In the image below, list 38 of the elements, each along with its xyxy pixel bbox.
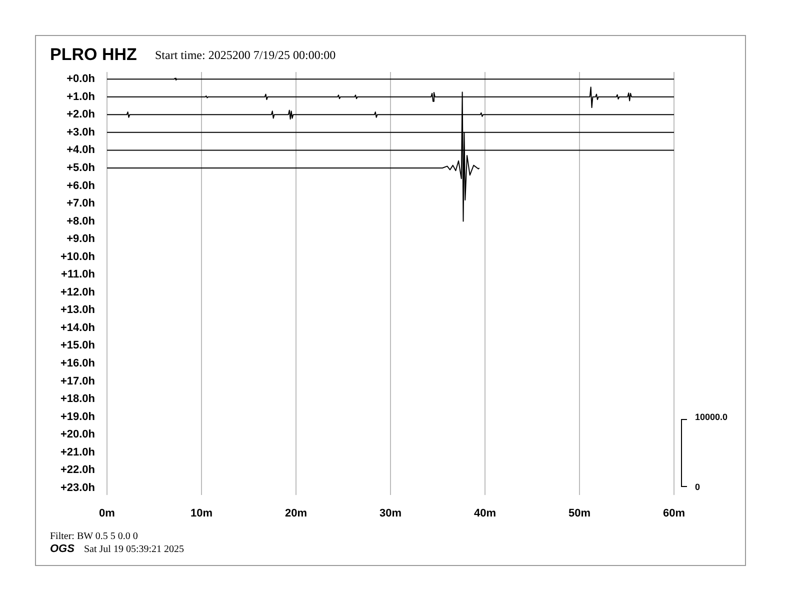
y-tick-label: +10.0h — [60, 250, 96, 263]
y-tick-label: +9.0h — [66, 233, 96, 246]
y-tick-label: +14.0h — [60, 322, 96, 334]
x-tick-label: 60m — [662, 508, 686, 520]
chart-title: PLRO HHZ — [50, 45, 137, 65]
x-tick-label: 20m — [284, 508, 308, 520]
y-tick-label: +6.0h — [66, 180, 96, 192]
text: Sat Jul 19 05:39:21 2025 — [84, 544, 184, 555]
y-tick-label: +17.0h — [60, 375, 96, 388]
x-tick-label: 0m — [99, 508, 116, 520]
y-tick-label: +23.0h — [60, 482, 96, 494]
y-tick-label: +12.0h — [60, 286, 96, 298]
y-tick-label: +20.0h — [60, 428, 96, 441]
x-tick-label: 30m — [379, 508, 402, 520]
x-tick-label: 50m — [568, 508, 591, 520]
y-tick-label: +7.0h — [66, 198, 96, 210]
y-tick-label: +13.0h — [60, 304, 96, 316]
y-tick-label: +0.0h — [66, 73, 96, 86]
y-tick-label: +1.0h — [66, 90, 96, 103]
y-tick-label: +18.0h — [60, 393, 96, 406]
text: Filter: BW 0.5 5 0.0 0 — [50, 531, 138, 542]
x-tick-label: 40m — [474, 508, 496, 520]
y-tick-label: +3.0h — [66, 126, 96, 138]
y-tick-label: +21.0h — [60, 446, 96, 458]
y-tick-label: +4.0h — [66, 144, 96, 156]
y-tick-label: +19.0h — [60, 410, 96, 423]
chart-subtitle: Start time: 2025200 7/19/25 00:00:00 — [155, 48, 336, 63]
y-tick-label: +22.0h — [60, 464, 96, 476]
x-tick-label: 10m — [190, 508, 213, 520]
y-tick-label: +2.0h — [66, 108, 96, 121]
y-tick-label: +5.0h — [66, 162, 96, 174]
y-tick-label: +15.0h — [60, 340, 96, 352]
y-tick-label: +8.0h — [66, 215, 96, 228]
text: OGS — [50, 543, 74, 555]
text: 10000.0 — [695, 412, 728, 422]
text: 0 — [695, 482, 700, 492]
y-tick-label: +11.0h — [61, 268, 96, 281]
y-tick-label: +16.0h — [60, 358, 96, 370]
